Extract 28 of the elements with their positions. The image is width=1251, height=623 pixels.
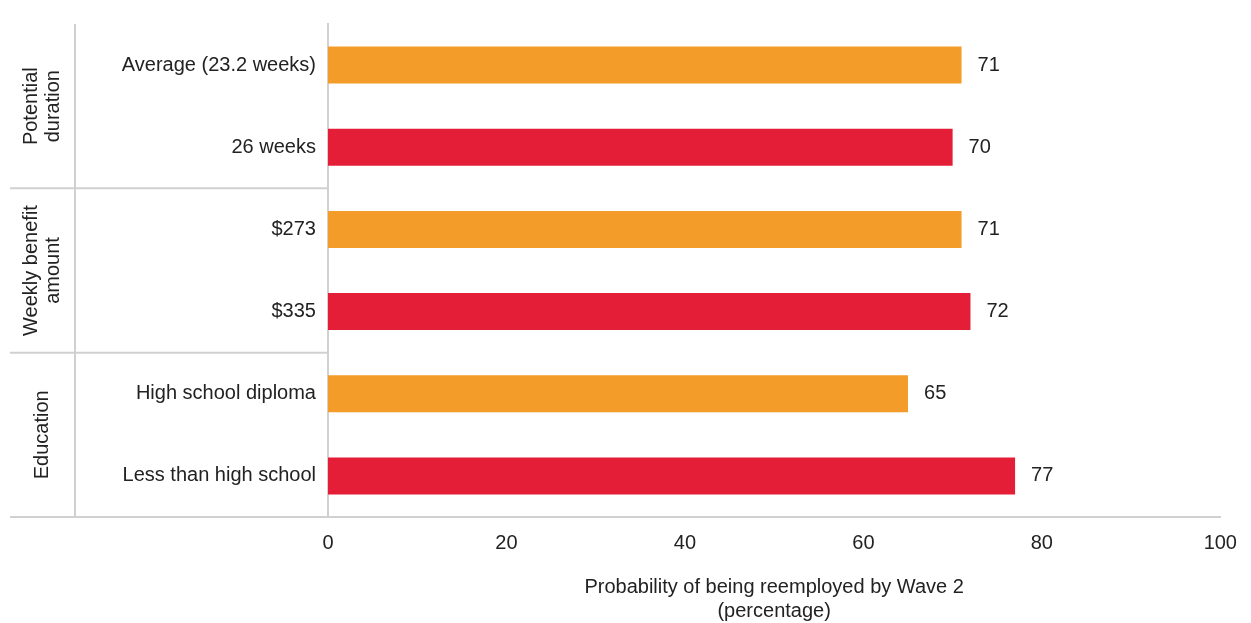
x-tick-label: 80 [1030, 530, 1053, 553]
data-label: 70 [968, 134, 991, 157]
bar [328, 46, 962, 84]
text: Weekly benefit amount [19, 204, 64, 336]
data-label: 71 [977, 216, 1000, 239]
y-tick-label: High school diploma [135, 381, 317, 404]
x-tick-label: 20 [495, 530, 518, 553]
y-tick-label: $335 [271, 299, 316, 322]
data-label: 71 [977, 52, 1000, 75]
x-axis-title: Probability of being reemployed by Wave 2 (percentage) [584, 574, 964, 621]
y-tick-label: $273 [271, 216, 316, 239]
bar [328, 210, 962, 248]
text: Education [30, 390, 53, 480]
data-label: 77 [1031, 463, 1054, 486]
x-tick-label: 40 [673, 530, 697, 553]
y-tick-label: 26 weeks [231, 134, 316, 157]
x-tick-label: 60 [852, 530, 875, 553]
data-label: 65 [924, 381, 947, 404]
x-tick-label: 100 [1203, 530, 1237, 553]
y-tick-label: Less than high school [122, 463, 316, 486]
bar [328, 375, 909, 413]
data-label: 72 [986, 299, 1009, 322]
text: Potential duration [19, 67, 64, 146]
x-tick-label: 0 [322, 530, 334, 553]
bar [328, 457, 1016, 495]
y-tick-label: Average (23.2 weeks) [121, 52, 316, 75]
bar [328, 293, 971, 331]
bar [328, 128, 953, 166]
